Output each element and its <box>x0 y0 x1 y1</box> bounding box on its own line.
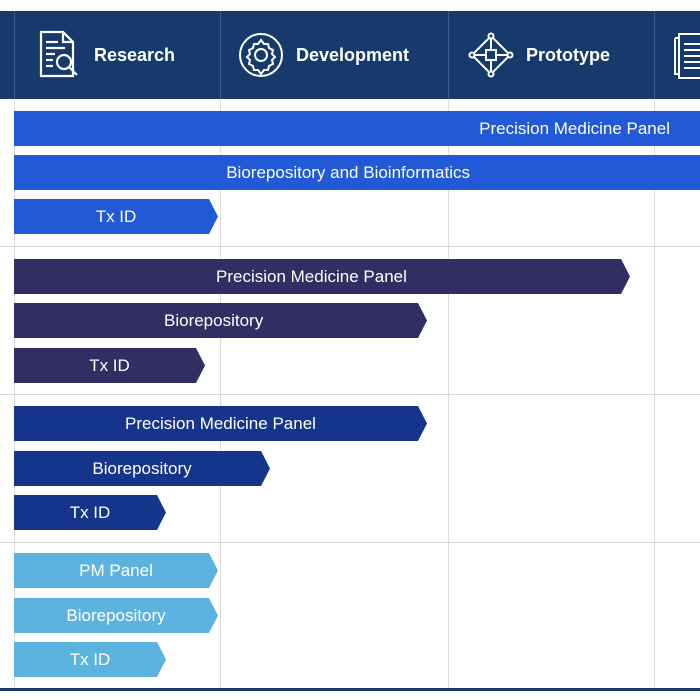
phase-label: Prototype <box>526 44 611 65</box>
bar-label: Biorepository <box>66 605 166 625</box>
phase-next <box>670 11 700 99</box>
header-divider <box>654 11 655 99</box>
group-separator <box>0 394 700 395</box>
bottom-border <box>0 688 700 691</box>
timeline-bar: Precision Medicine Panel <box>14 406 427 441</box>
gear-icon <box>238 32 284 78</box>
phase-prototype: Prototype <box>468 11 610 99</box>
phase-research: Research <box>36 11 175 99</box>
header-top-spacer <box>0 0 700 11</box>
timeline-bar: Biorepository <box>14 598 218 633</box>
phase-label: Development <box>296 44 410 65</box>
network-diamond-icon <box>468 32 514 78</box>
bar-label: PM Panel <box>79 560 153 580</box>
bar-label: Biorepository and Bioinformatics <box>226 162 470 182</box>
timeline-bar: PM Panel <box>14 553 218 588</box>
bar-label: Precision Medicine Panel <box>216 266 407 286</box>
timeline-bar: Tx ID <box>14 642 166 677</box>
header-divider <box>220 11 221 99</box>
document-list-icon <box>670 32 700 79</box>
bar-label: Tx ID <box>89 355 130 375</box>
timeline-bar: Tx ID <box>14 199 218 234</box>
timeline-bar: Biorepository <box>14 303 427 338</box>
timeline-bar: Precision Medicine Panel <box>14 111 700 146</box>
timeline-bar: Tx ID <box>14 495 166 530</box>
grid-line <box>14 99 15 688</box>
bar-label: Tx ID <box>69 502 111 522</box>
group-separator <box>0 542 700 543</box>
grid-line <box>220 99 221 688</box>
phase-label: Research <box>94 44 176 65</box>
timeline-bar: Biorepository <box>14 451 270 486</box>
group-separator <box>0 246 700 247</box>
grid-line <box>654 99 655 688</box>
timeline-bar: Precision Medicine Panel <box>14 259 630 294</box>
header-divider <box>448 11 449 99</box>
bar-label: Tx ID <box>95 206 137 226</box>
bar-label: Biorepository <box>164 310 264 330</box>
document-magnifier-icon <box>36 30 82 78</box>
bar-label: Tx ID <box>69 649 111 669</box>
grid-line <box>448 99 449 688</box>
bar-label: Precision Medicine Panel <box>125 413 316 433</box>
bar-label: Precision Medicine Panel <box>479 118 670 138</box>
bar-label: Biorepository <box>92 458 192 478</box>
header-divider <box>14 11 15 99</box>
phase-header: Research Development Prototype <box>0 11 700 99</box>
phase-development: Development <box>238 11 409 99</box>
timeline-bar: Tx ID <box>14 348 205 383</box>
timeline-bar: Biorepository and Bioinformatics <box>14 155 700 190</box>
